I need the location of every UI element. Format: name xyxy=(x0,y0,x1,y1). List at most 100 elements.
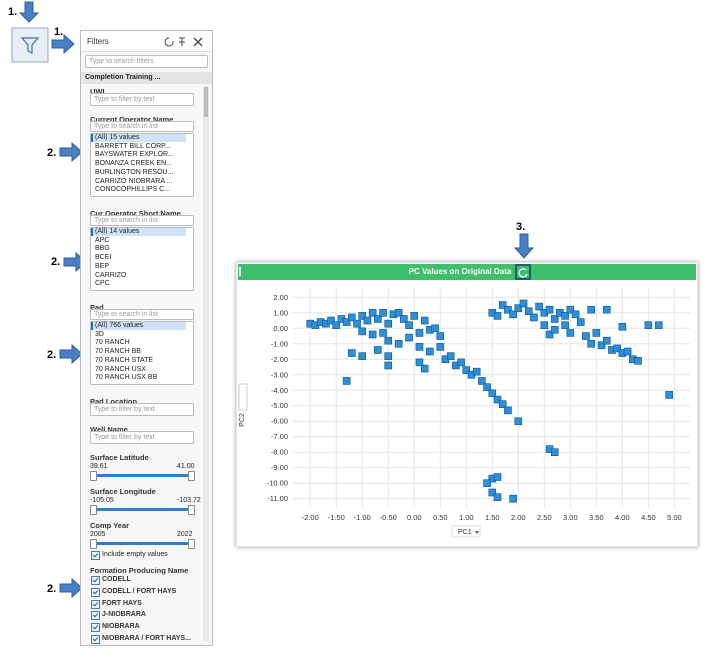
list-box xyxy=(90,227,194,291)
x-axis-selector[interactable] xyxy=(451,525,481,538)
x-tick-label: 3.50 xyxy=(589,513,604,522)
x-tick-label: 2.00 xyxy=(511,513,526,522)
list-item: 70 RANCH USX xyxy=(95,365,146,373)
point xyxy=(613,344,621,353)
point xyxy=(394,308,403,317)
list-search: Type to search in list xyxy=(90,215,194,226)
point xyxy=(535,302,543,311)
filter-name: UWI xyxy=(90,87,105,96)
x-tick-label: 1.00 xyxy=(459,513,474,522)
list-item: CPC xyxy=(95,280,110,288)
list-item: CARRIZO xyxy=(95,271,127,279)
panel-icons[interactable] xyxy=(161,35,211,49)
point xyxy=(493,395,502,404)
point xyxy=(509,310,517,319)
range-min: 2005 xyxy=(90,531,106,538)
point xyxy=(602,336,611,345)
point xyxy=(405,321,413,329)
list-item: BARRETT BILL CORP... xyxy=(95,142,171,150)
range-max: -103.72 xyxy=(177,497,201,504)
point xyxy=(488,488,497,497)
x-tick-label: -1.50 xyxy=(328,513,345,522)
list-item: (All) 15 values xyxy=(95,134,140,141)
point xyxy=(420,316,429,325)
point xyxy=(530,313,538,322)
panel-scrollbar xyxy=(203,86,209,641)
point xyxy=(462,366,471,374)
point xyxy=(374,346,382,354)
point xyxy=(644,321,653,329)
filter-name: Surface Latitude xyxy=(90,453,149,462)
point xyxy=(472,367,481,376)
point xyxy=(504,305,512,314)
point xyxy=(327,316,335,325)
list-item: BCEI xyxy=(95,254,112,262)
text-filter: Type to filter by text xyxy=(90,93,194,106)
group-title: Completion Training ... xyxy=(85,74,161,81)
point xyxy=(415,329,424,337)
checkbox xyxy=(91,623,100,633)
range-knob xyxy=(188,539,195,549)
annotation-number: 1. xyxy=(8,6,18,18)
list-item: CONOCOPHILLIPS C... xyxy=(95,186,171,194)
point xyxy=(519,299,528,308)
point xyxy=(582,332,590,340)
y-tick-label: -3.00 xyxy=(271,370,288,379)
range-knob xyxy=(90,539,97,549)
y-tick-label: -10.00 xyxy=(267,479,288,488)
filter-button[interactable] xyxy=(11,27,49,63)
point xyxy=(348,349,356,357)
group-header xyxy=(81,72,212,84)
y-tick-label: 2.00 xyxy=(273,293,288,302)
checkbox-label: Include empty values xyxy=(102,551,168,558)
list-item: 70 RANCH xyxy=(95,339,130,347)
y-tick-label: -4.00 xyxy=(271,386,288,395)
point xyxy=(415,343,424,351)
list-search: Type to search in list xyxy=(90,309,194,320)
list-box xyxy=(90,133,194,197)
list-item: BONANZA CREEK EN... xyxy=(95,160,173,168)
list-item: BBG xyxy=(95,245,110,253)
annotation-number: 2. xyxy=(47,147,57,159)
range-track xyxy=(93,508,191,511)
range-knob xyxy=(90,471,97,481)
point xyxy=(384,336,393,345)
point xyxy=(504,406,512,415)
x-tick-label: 4.00 xyxy=(615,513,630,522)
point xyxy=(394,339,403,348)
annotation-number: 2. xyxy=(47,349,57,361)
filter-name: Comp Year xyxy=(90,521,130,530)
point xyxy=(550,326,559,334)
list-item: (All) 14 values xyxy=(95,228,140,235)
panel-title: Filters xyxy=(87,37,109,46)
point xyxy=(498,400,507,408)
point xyxy=(405,333,413,342)
point xyxy=(592,329,601,337)
range-knob xyxy=(90,505,97,515)
x-axis-label: PC1 xyxy=(458,529,472,536)
range-knob xyxy=(188,471,195,481)
filter-name: Well Name xyxy=(90,425,128,434)
point xyxy=(561,312,569,320)
filter-name: Pad xyxy=(90,303,104,312)
point xyxy=(431,324,439,333)
point xyxy=(379,329,387,337)
point xyxy=(358,352,367,360)
list-item: BEP xyxy=(95,262,110,270)
range-min: -105.05 xyxy=(90,497,114,504)
point xyxy=(379,308,387,317)
point xyxy=(514,417,523,426)
x-tick-label: 3.00 xyxy=(563,513,578,522)
side-controls[interactable] xyxy=(238,383,248,411)
range-knob xyxy=(188,505,195,515)
point xyxy=(384,361,393,370)
point xyxy=(618,322,627,331)
y-tick-label: -9.00 xyxy=(271,463,288,472)
filter-name: Current Operator Name xyxy=(90,115,174,124)
point xyxy=(623,347,632,356)
y-tick-label: 0.00 xyxy=(273,324,288,333)
list-item: (All) 766 values xyxy=(95,322,144,329)
point xyxy=(540,321,549,329)
scroll-thumb xyxy=(204,87,208,117)
